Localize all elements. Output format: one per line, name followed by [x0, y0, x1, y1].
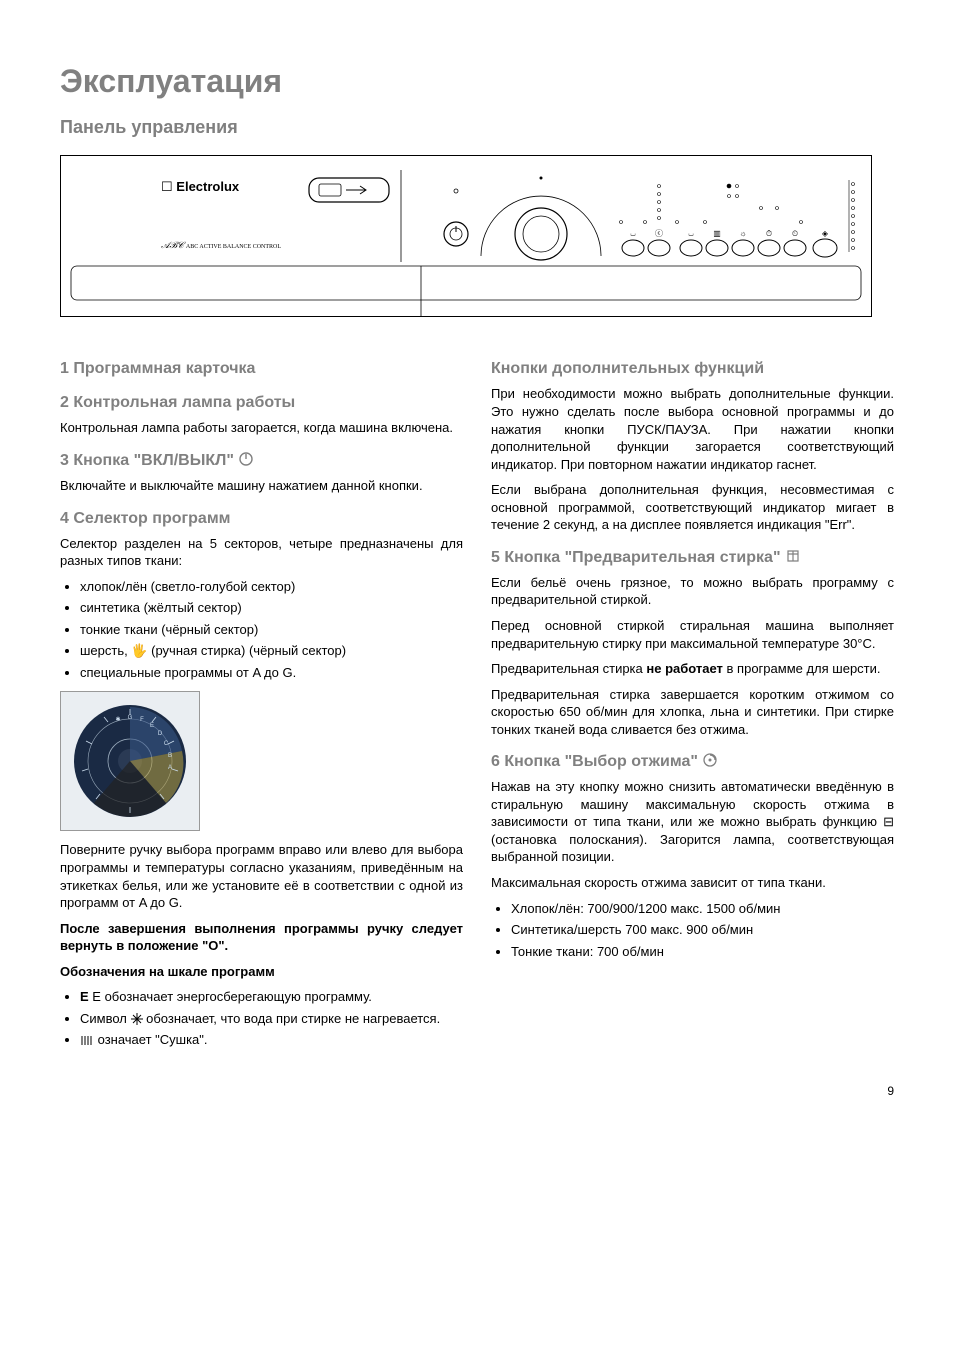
para-4c: После завершения выполнения программы ру…: [60, 920, 463, 955]
heading-1: 1 Программная карточка: [60, 359, 463, 379]
svg-text:☼: ☼: [739, 229, 746, 238]
list-item: синтетика (жёлтый сектор): [80, 599, 463, 617]
list-item: шерсть, 🖐 (ручная стирка) (чёрный сектор…: [80, 642, 463, 660]
list-item: Тонкие ткани: 700 об/мин: [511, 943, 894, 961]
list-item: Хлопок/лён: 700/900/1200 макс. 1500 об/м…: [511, 900, 894, 918]
right-column: Кнопки дополнительных функций При необхо…: [491, 345, 894, 1058]
para-6b: Максимальная скорость отжима зависит от …: [491, 874, 894, 892]
para-4d: Обозначения на шкале программ: [60, 963, 463, 981]
svg-text:A: A: [168, 765, 172, 771]
list-item: специальные программы от A до G.: [80, 664, 463, 682]
spin-icon: [702, 752, 718, 768]
para-3: Включайте и выключайте машину нажатием д…: [60, 477, 463, 495]
heading-5: 5 Кнопка "Предварительная стирка": [491, 548, 894, 568]
svg-text:ⓒ: ⓒ: [655, 229, 663, 238]
para-5c: Предварительная стирка не работает в про…: [491, 660, 894, 678]
svg-text:◈: ◈: [822, 229, 829, 238]
para-extra2: Если выбрана дополнительная функция, нес…: [491, 481, 894, 534]
list-6: Хлопок/лён: 700/900/1200 макс. 1500 об/м…: [491, 900, 894, 961]
list-item: Синтетика/шерсть 700 макс. 900 об/мин: [511, 921, 894, 939]
abc-text: 𝒜ℬ𝒞 ABC ACTIVE BALANCE CONTROL: [161, 240, 281, 250]
para-extra1: При необходимости можно выбрать дополнит…: [491, 385, 894, 473]
cold-wash-icon: [131, 1013, 143, 1025]
para-2: Контрольная лампа работы загорается, ког…: [60, 419, 463, 437]
left-column: 1 Программная карточка 2 Контрольная лам…: [60, 345, 463, 1058]
list-item: Символ обозначает, что вода при стирке н…: [80, 1010, 463, 1028]
para-5a: Если бельё очень грязное, то можно выбра…: [491, 574, 894, 609]
svg-text:⏲: ⏲: [792, 229, 798, 238]
heading-3: 3 Кнопка "ВКЛ/ВЫКЛ": [60, 451, 463, 471]
drying-icon: [80, 1034, 94, 1046]
list-item: хлопок/лён (светло-голубой сектор): [80, 578, 463, 596]
svg-text:✱: ✱: [115, 716, 120, 723]
svg-text:E: E: [150, 723, 154, 729]
section-title: Панель управления: [60, 115, 894, 139]
svg-text:D: D: [158, 731, 163, 737]
svg-text:▥: ▥: [713, 229, 721, 238]
list-4: хлопок/лён (светло-голубой сектор) синте…: [60, 578, 463, 682]
heading-extra: Кнопки дополнительных функций: [491, 359, 894, 379]
svg-text:⏘: ⏘: [688, 229, 693, 238]
page-title: Эксплуатация: [60, 60, 894, 103]
list-4b: E E обозначает энергосберегающую програм…: [60, 988, 463, 1049]
prewash-icon: [785, 548, 801, 564]
page-number: 9: [60, 1083, 894, 1099]
para-5d: Предварительная стирка завершается корот…: [491, 686, 894, 739]
control-panel-diagram: ☐ Electrolux 𝒜ℬ𝒞 ABC ACTIVE BALANCE CONT…: [60, 155, 872, 317]
heading-6: 6 Кнопка "Выбор отжима": [491, 752, 894, 772]
svg-text:G: G: [128, 715, 133, 721]
program-dial-figure: GF ED CB A✱: [60, 691, 200, 831]
svg-text:F: F: [140, 717, 144, 723]
list-item: означает "Сушка".: [80, 1031, 463, 1049]
heading-4: 4 Селектор программ: [60, 509, 463, 529]
svg-text:B: B: [168, 753, 172, 759]
list-item: тонкие ткани (чёрный сектор): [80, 621, 463, 639]
heading-2: 2 Контрольная лампа работы: [60, 393, 463, 413]
para-5b: Перед основной стиркой стиральная машина…: [491, 617, 894, 652]
svg-text:⏘: ⏘: [630, 229, 635, 238]
para-6a: Нажав на эту кнопку можно снизить автома…: [491, 778, 894, 866]
brand-text: ☐ Electrolux: [161, 179, 240, 194]
power-icon: [238, 451, 254, 467]
list-item: E E обозначает энергосберегающую програм…: [80, 988, 463, 1006]
svg-text:⏱: ⏱: [766, 229, 772, 238]
para-4b: Поверните ручку выбора программ вправо и…: [60, 841, 463, 911]
para-4: Селектор разделен на 5 секторов, четыре …: [60, 535, 463, 570]
